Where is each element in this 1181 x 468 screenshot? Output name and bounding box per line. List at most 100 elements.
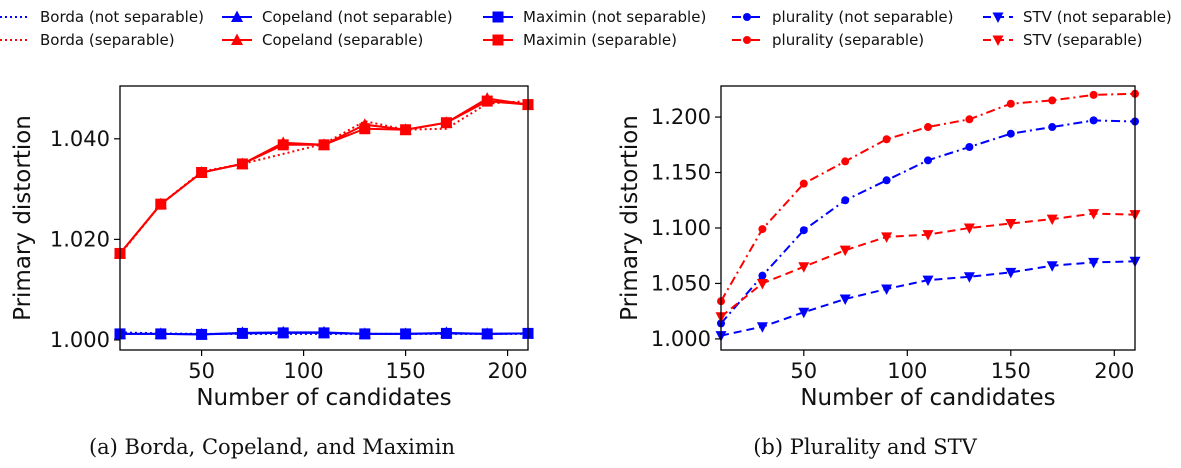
series-line bbox=[119, 100, 529, 256]
data-point bbox=[196, 328, 208, 340]
data-point bbox=[1006, 99, 1015, 108]
data-point bbox=[400, 328, 412, 340]
data-point bbox=[965, 143, 974, 152]
data-point bbox=[882, 176, 891, 185]
legend-marker bbox=[231, 33, 243, 45]
legend-label: plurality (not separable) bbox=[772, 8, 954, 26]
legend-marker bbox=[492, 34, 504, 46]
data-point bbox=[881, 232, 893, 243]
legend-item-copeland-separable: Copeland (separable) bbox=[222, 31, 423, 49]
data-point bbox=[1089, 116, 1098, 125]
data-point bbox=[798, 307, 810, 319]
data-point bbox=[758, 271, 767, 280]
legend-item-maximin-separable: Maximin (separable) bbox=[483, 31, 677, 49]
data-point bbox=[440, 117, 452, 129]
data-point bbox=[798, 262, 810, 273]
x-tick-label: 200 bbox=[1094, 359, 1134, 383]
legend-item-stv-separable: STV (separable) bbox=[983, 31, 1142, 49]
legend-item-plurality-not-separable: plurality (not separable) bbox=[732, 8, 954, 26]
legend-marker bbox=[992, 35, 1004, 46]
y-tick-label: 1.050 bbox=[651, 271, 711, 295]
y-tick-label: 1.150 bbox=[651, 161, 711, 185]
x-tick-label: 200 bbox=[488, 359, 528, 383]
series-copeland-separable bbox=[114, 92, 534, 259]
data-point bbox=[1088, 209, 1100, 220]
chart-panel-b: 50 100 150 200 1.000 1.050 1.100 1.150 1.200 Numb… bbox=[617, 85, 1141, 459]
y-tick-label: 1.020 bbox=[50, 227, 110, 251]
y-tick-label: 1.040 bbox=[50, 127, 110, 151]
data-point bbox=[481, 328, 493, 340]
legend-item-copeland-not-separable: Copeland (not separable) bbox=[222, 8, 453, 26]
legend-label: Maximin (separable) bbox=[523, 31, 677, 49]
data-point bbox=[882, 135, 891, 144]
data-point bbox=[1005, 219, 1017, 230]
data-point bbox=[799, 179, 808, 188]
legend-marker bbox=[743, 36, 751, 44]
series-line bbox=[720, 212, 1136, 318]
data-point bbox=[318, 139, 330, 151]
y-tick-label: 1.200 bbox=[651, 105, 711, 129]
data-point bbox=[924, 156, 932, 165]
legend-label: Borda (not separable) bbox=[40, 8, 204, 26]
data-point bbox=[1006, 129, 1015, 138]
series-maximin-not-separable bbox=[114, 327, 534, 340]
legend-label: Copeland (not separable) bbox=[262, 8, 453, 26]
legend-marker bbox=[231, 10, 243, 22]
x-tick-label: 50 bbox=[790, 359, 817, 383]
data-point bbox=[359, 123, 371, 135]
data-point bbox=[963, 272, 975, 283]
data-point bbox=[1088, 257, 1100, 269]
data-point bbox=[963, 223, 975, 234]
legend-label: plurality (separable) bbox=[772, 31, 924, 49]
series-line bbox=[119, 100, 529, 255]
figure-caption: (a) Borda, Copeland, and Maximin bbox=[89, 435, 455, 459]
series-maximin-separable bbox=[114, 95, 534, 259]
data-point bbox=[400, 124, 412, 136]
data-point bbox=[758, 225, 767, 234]
legend-label: Borda (separable) bbox=[40, 31, 175, 49]
data-point bbox=[1005, 267, 1017, 279]
legend-item-plurality-separable: plurality (separable) bbox=[732, 31, 924, 49]
series-line bbox=[720, 260, 1136, 337]
x-axis-label: Number of candidates bbox=[196, 385, 451, 411]
legend-label: STV (separable) bbox=[1023, 31, 1142, 49]
data-point bbox=[756, 322, 768, 333]
data-point bbox=[481, 95, 493, 107]
data-point bbox=[155, 198, 167, 210]
y-tick-label: 1.000 bbox=[651, 327, 711, 351]
data-point bbox=[277, 139, 289, 151]
figure-caption: (b) Plurality and STV bbox=[753, 435, 977, 459]
data-point bbox=[922, 275, 934, 287]
legend: Borda (not separable) Borda (separable) Co… bbox=[0, 8, 1172, 49]
data-point bbox=[359, 328, 371, 340]
data-point bbox=[155, 328, 167, 340]
data-point bbox=[965, 115, 974, 124]
x-tick-label: 150 bbox=[386, 359, 426, 383]
legend-marker bbox=[743, 13, 751, 21]
series-plurality-not-separable bbox=[717, 116, 1139, 328]
data-point bbox=[924, 123, 932, 132]
data-point bbox=[922, 230, 934, 241]
data-point bbox=[1046, 261, 1058, 272]
data-point bbox=[756, 278, 768, 290]
legend-label: Maximin (not separable) bbox=[523, 8, 706, 26]
data-point bbox=[1046, 214, 1058, 226]
x-tick-label: 100 bbox=[284, 359, 324, 383]
x-axis-label: Number of candidates bbox=[800, 385, 1055, 411]
chart-panel-a: 50 100 150 200 1.000 1.020 1.040 Number of cand… bbox=[10, 85, 534, 459]
data-point bbox=[236, 327, 248, 339]
data-point bbox=[839, 245, 851, 257]
data-point bbox=[277, 327, 289, 339]
series-line bbox=[119, 97, 529, 255]
y-tick-label: 1.100 bbox=[651, 216, 711, 240]
data-point bbox=[440, 327, 452, 339]
series-plurality-separable bbox=[717, 89, 1139, 306]
data-point bbox=[881, 284, 893, 295]
series-line bbox=[720, 92, 1136, 302]
y-axis-label: Primary distortion bbox=[617, 115, 643, 321]
legend-item-stv-not-separable: STV (not separable) bbox=[983, 8, 1172, 26]
data-point bbox=[1089, 90, 1098, 99]
data-point bbox=[318, 327, 330, 339]
x-tick-label: 50 bbox=[188, 359, 215, 383]
